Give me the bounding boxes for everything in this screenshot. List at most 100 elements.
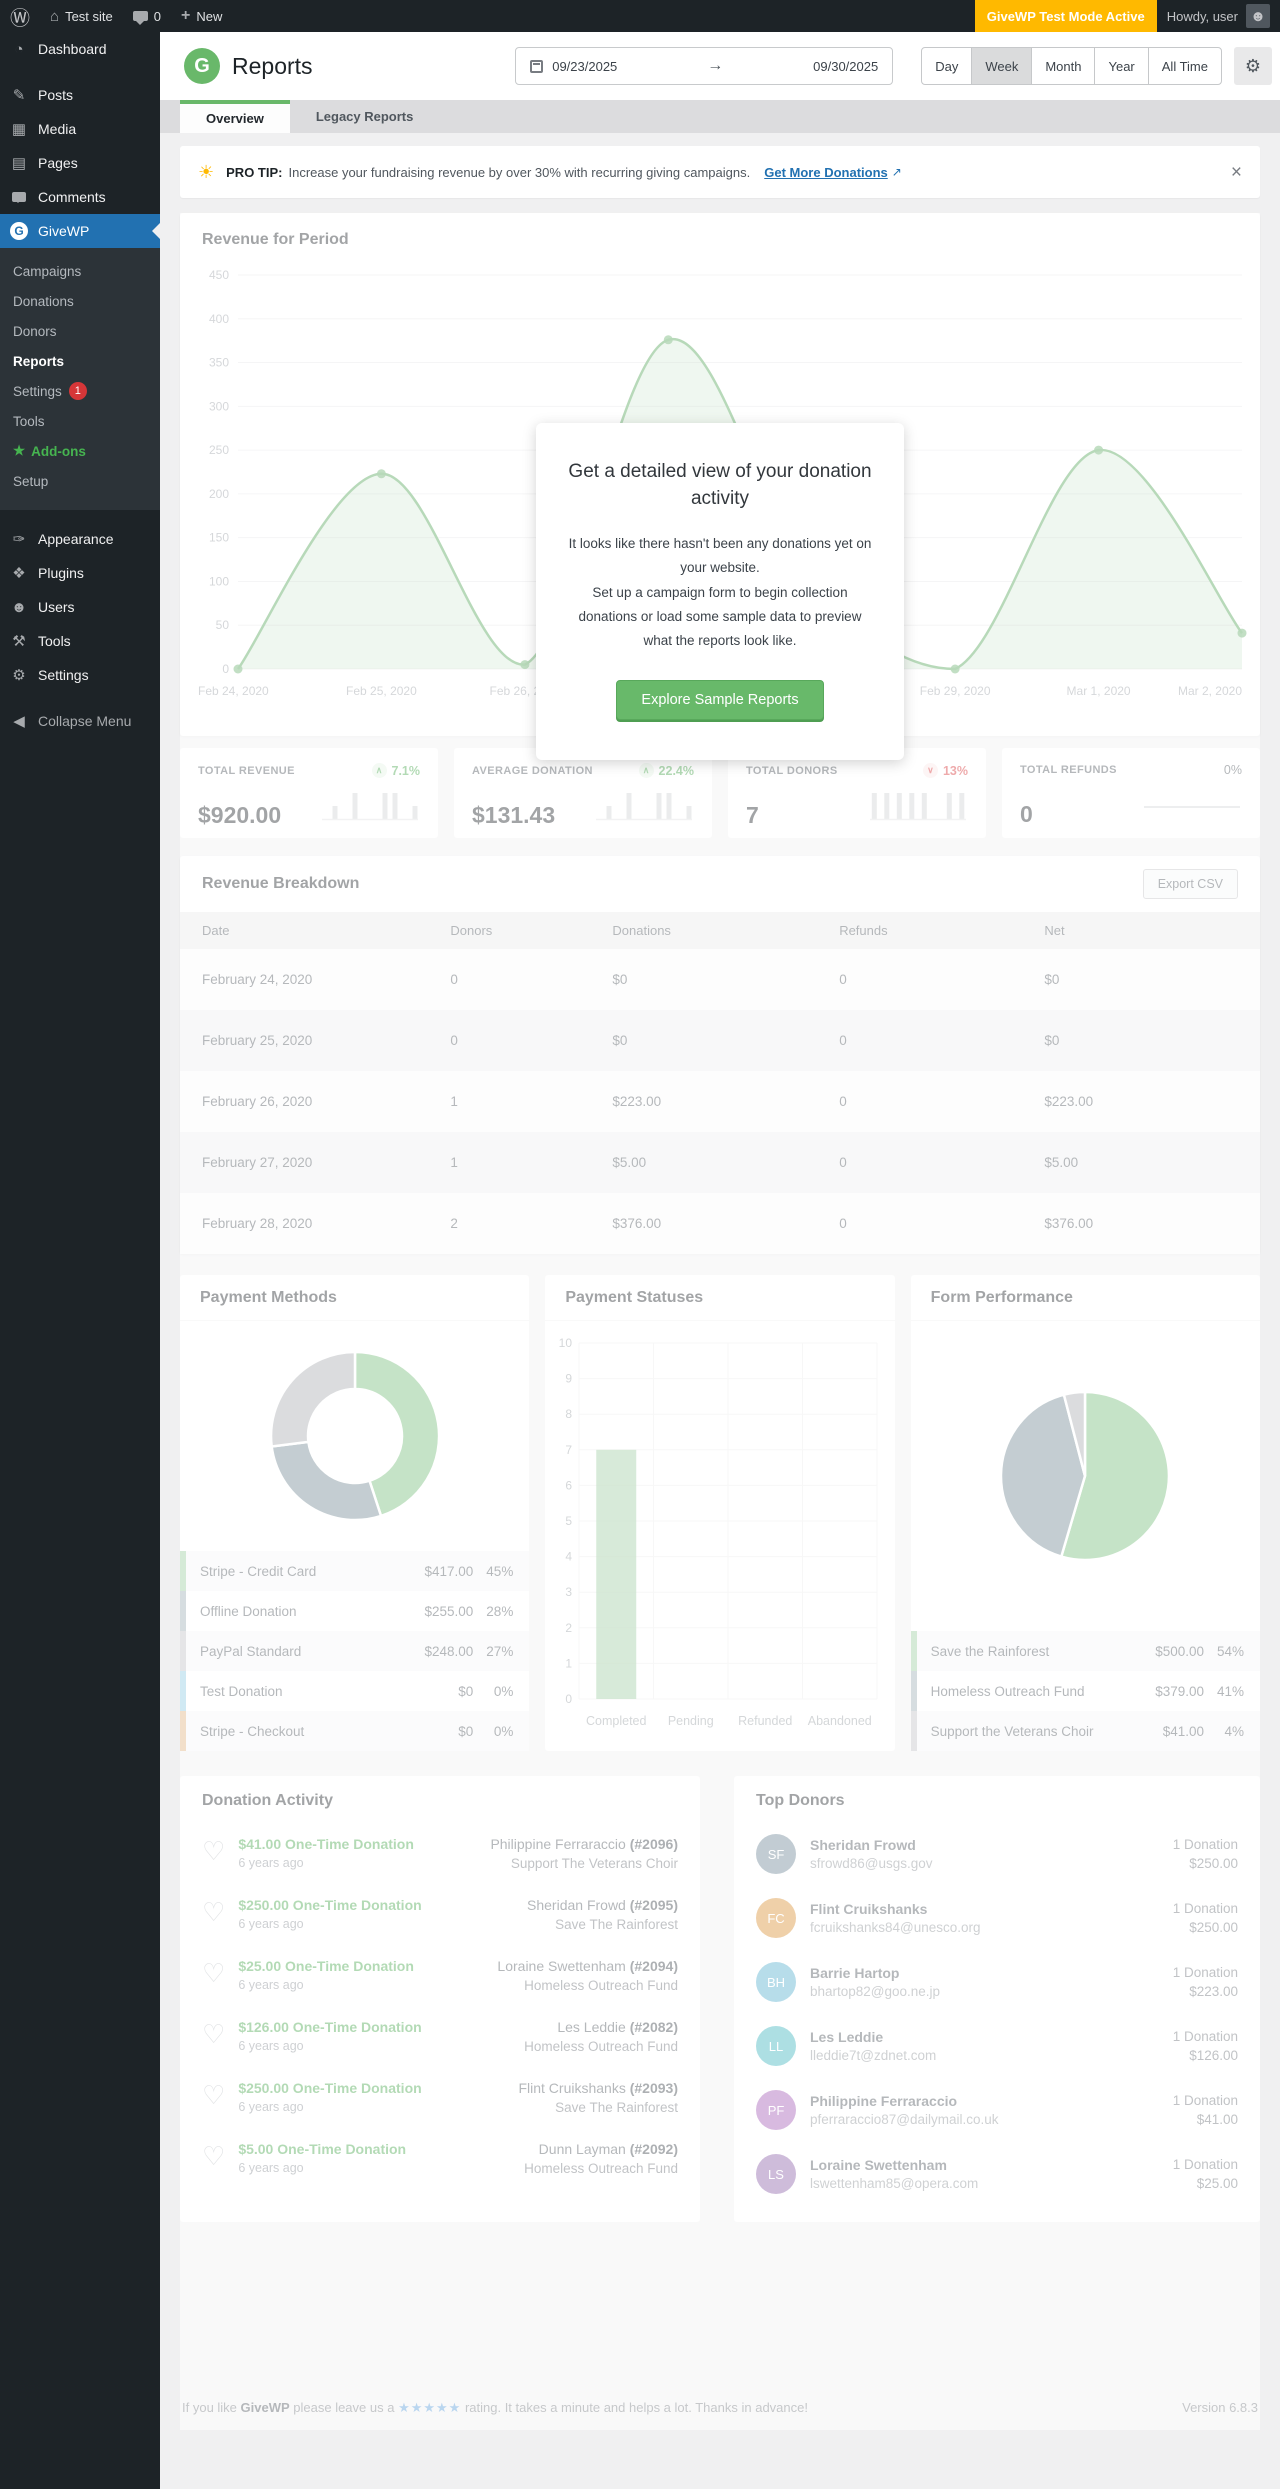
heart-icon: ♡ [202, 2141, 226, 2171]
givewp-submenu-addons[interactable]: ★ Add-ons [13, 443, 86, 459]
stats-row: TOTAL REVENUE ∧ 7.1% $920.00 AVERAGE DONATIO… [180, 748, 1260, 838]
explore-sample-reports-button[interactable]: Explore Sample Reports [616, 679, 824, 720]
sidebar-item-dashboard[interactable]: ◔ Dashboard [0, 32, 160, 66]
legend-row: Test Donation $0 0% [180, 1671, 529, 1711]
revenue-breakdown-table: Date Donors Donations Refunds Net February 2… [180, 912, 1260, 1254]
sidebar-item-plugins[interactable]: ❖ Plugins [0, 556, 160, 590]
stat-card-total-revenue: TOTAL REVENUE ∧ 7.1% $920.00 [180, 748, 438, 838]
revenue-for-period-title: Revenue for Period [202, 231, 349, 248]
comments-link[interactable]: 0 [123, 0, 171, 32]
legend-color-swatch [180, 1711, 186, 1751]
givewp-submenu-campaigns[interactable]: Campaigns [13, 263, 82, 279]
legend-color-swatch [180, 1551, 186, 1591]
tools-icon: ⚒ [12, 633, 26, 650]
period-button-week[interactable]: Week [971, 47, 1033, 85]
collapse-menu-button[interactable]: ◀ Collapse Menu [0, 704, 160, 738]
test-mode-badge[interactable]: GiveWP Test Mode Active [974, 0, 1157, 32]
star-rating-link[interactable]: ★★★★★ [398, 2400, 462, 2415]
sidebar-item-comments[interactable]: Comments [0, 180, 160, 214]
tab-bar: Overview Legacy Reports [160, 100, 1280, 133]
donation-activity-row: ♡ $5.00 One-Time Donation 6 years ago Dunn … [202, 2141, 678, 2176]
howdy-link[interactable]: Howdy, user ☻ [1157, 0, 1280, 32]
donor-avatar: SF [756, 1834, 796, 1874]
givewp-submenu-setup[interactable]: Setup [13, 473, 49, 489]
tab-overview[interactable]: Overview [180, 100, 290, 133]
legend-row: Stripe - Credit Card $417.00 45% [180, 1551, 530, 1591]
period-button-year[interactable]: Year [1094, 47, 1149, 85]
date-range-picker[interactable]: 09/23/2025 → 09/30/2025 [515, 47, 894, 85]
givewp-submenu-tools[interactable]: Tools [13, 413, 45, 429]
column-header-date: Date [180, 912, 429, 949]
legend-color-swatch [910, 1711, 917, 1751]
svg-text:Completed: Completed [586, 1714, 646, 1728]
sidebar-top: ◔ Dashboard ✎ Posts ▦ Media ▤ Pages Comments [0, 32, 160, 214]
end-date[interactable]: 09/30/2025 [813, 58, 879, 74]
sidebar-item-settings[interactable]: ⚙ Settings [0, 658, 160, 692]
wordpress-logo-icon[interactable]: Ⓦ [10, 7, 30, 30]
period-button-group: Day Week Month Year All Time [921, 47, 1222, 85]
givewp-submenu-settings[interactable]: Settings 1 [0, 376, 160, 406]
tab-legacy-reports[interactable]: Legacy Reports [315, 109, 414, 124]
collapse-arrow-icon: ◀ [13, 713, 25, 730]
modal-body-2: Set up a campaign form to begin collecti… [578, 584, 862, 649]
comments-icon [8, 189, 30, 206]
sidebar-item-media[interactable]: ▦ Media [0, 112, 160, 146]
legend-row: Save the Rainforest $500.00 54% [910, 1631, 1260, 1671]
plus-icon: + [180, 7, 191, 24]
pages-icon: ▤ [11, 155, 27, 172]
svg-text:350: 350 [209, 356, 229, 370]
svg-text:7: 7 [566, 1443, 573, 1457]
legend-color-swatch [180, 1671, 186, 1711]
svg-text:Feb 25, 2020: Feb 25, 2020 [346, 684, 417, 698]
payment-methods-title: Payment Methods [180, 1275, 530, 1321]
donation-activity-list: ♡ $41.00 One-Time Donation 6 years ago Phil… [180, 1826, 700, 2192]
export-csv-button[interactable]: Export CSV [1142, 869, 1238, 899]
top-donors-card: Top Donors SF Sheridan Frowd sfrowd86@usgs… [734, 1776, 1260, 2222]
legend-color-swatch [180, 1631, 186, 1671]
settings-gear-button[interactable]: ⚙ [1234, 47, 1272, 85]
appearance-icon: ✑ [12, 531, 26, 548]
svg-text:250: 250 [209, 443, 229, 457]
up-arrow-icon: ∧ [638, 763, 654, 778]
legend-row: Support the Veterans Choir $41.00 4% [910, 1711, 1260, 1751]
bottom-row: Donation Activity ♡ $41.00 One-Time Donat… [180, 1776, 1260, 2222]
svg-text:8: 8 [566, 1407, 573, 1421]
period-button-month[interactable]: Month [1031, 47, 1096, 85]
table-row: February 24, 2020 0 $0 0 $0 [180, 949, 1260, 1010]
period-button-day[interactable]: Day [921, 47, 973, 85]
svg-text:200: 200 [209, 487, 229, 501]
users-icon: ☻ [11, 598, 27, 616]
svg-text:9: 9 [566, 1372, 573, 1386]
new-link[interactable]: + New [180, 7, 223, 24]
banner-close-button[interactable]: × [1230, 161, 1242, 183]
home-icon: ⌂ [50, 7, 60, 25]
comment-count: 0 [153, 8, 161, 24]
content: ☀ PRO TIP: Increase your fundraising rev… [160, 146, 1280, 2430]
svg-text:2: 2 [566, 1621, 573, 1635]
sidebar-item-givewp[interactable]: G GiveWP [0, 214, 160, 248]
site-name-link[interactable]: ⌂ Test site [50, 7, 113, 25]
sidebar-bottom: ✑ Appearance ❖ Plugins ☻ Users ⚒ Tools ⚙ Settings [0, 522, 160, 692]
donation-activity-title: Donation Activity [202, 1792, 333, 1809]
modal-body-1: It looks like there hasn't been any dona… [568, 536, 872, 576]
get-more-donations-link[interactable]: Get More Donations [764, 164, 888, 180]
start-date[interactable]: 09/23/2025 [552, 58, 618, 74]
calendar-icon [530, 59, 544, 73]
top-donor-row: BH Barrie Hartop bhartop82@goo.ne.jp 1 Dona… [734, 1954, 1260, 2018]
page-footer: If you like GiveWP please leave us a ★★★… [180, 2400, 1260, 2430]
sidebar-item-tools[interactable]: ⚒ Tools [0, 624, 160, 658]
lightbulb-icon: ☀ [198, 161, 215, 182]
sidebar-item-pages[interactable]: ▤ Pages [0, 146, 160, 180]
givewp-submenu-donations[interactable]: Donations [13, 293, 74, 309]
sidebar-item-posts[interactable]: ✎ Posts [0, 78, 160, 112]
payment-methods-card: Payment Methods Stripe - Credit Card $417… [180, 1275, 530, 1751]
svg-text:0: 0 [222, 662, 229, 676]
period-button-all-time[interactable]: All Time [1147, 47, 1222, 85]
svg-text:Mar 2, 2020: Mar 2, 2020 [1178, 684, 1242, 698]
sidebar-item-users[interactable]: ☻ Users [0, 590, 160, 624]
givewp-submenu-reports[interactable]: Reports [13, 353, 65, 369]
svg-text:1: 1 [566, 1656, 573, 1670]
givewp-submenu-donors[interactable]: Donors [13, 323, 57, 339]
sidebar-item-appearance[interactable]: ✑ Appearance [0, 522, 160, 556]
table-row: February 27, 2020 1 $5.00 0 $5.00 [180, 1132, 1260, 1193]
